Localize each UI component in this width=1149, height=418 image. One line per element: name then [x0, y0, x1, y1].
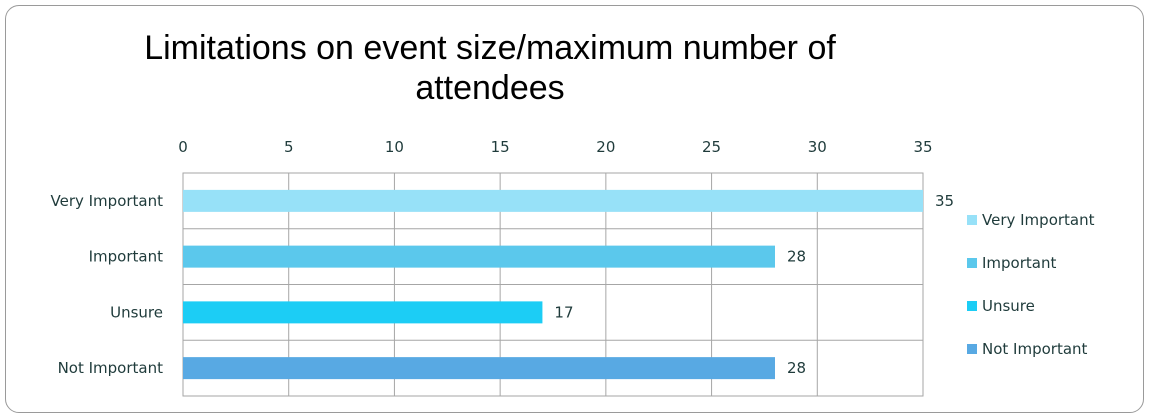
x-tick-label: 25 — [702, 138, 721, 156]
legend-label: Unsure — [982, 296, 1035, 315]
bar — [183, 189, 923, 212]
category-label: Important — [89, 248, 163, 266]
category-label: Unsure — [110, 303, 163, 321]
category-label: Not Important — [58, 359, 164, 377]
data-label: 35 — [935, 192, 954, 210]
data-label: 17 — [554, 303, 573, 321]
chart-title: Limitations on event size/maximum number… — [144, 29, 836, 107]
legend-swatch — [967, 300, 977, 311]
bar — [183, 245, 775, 268]
x-tick-label: 15 — [491, 138, 510, 156]
legend-item: Unsure — [967, 284, 1095, 327]
x-tick-label: 0 — [178, 138, 188, 156]
bar — [183, 301, 543, 324]
bar — [183, 357, 775, 380]
legend-item: Important — [967, 241, 1095, 284]
x-tick-label: 30 — [808, 138, 827, 156]
x-tick-label: 35 — [913, 138, 932, 156]
legend-swatch — [967, 214, 977, 225]
legend-swatch — [967, 257, 977, 268]
category-label: Very Important — [51, 192, 164, 210]
data-label: 28 — [787, 248, 806, 266]
legend-item: Very Important — [967, 198, 1095, 241]
legend-swatch — [967, 343, 977, 354]
x-tick-label: 20 — [596, 138, 615, 156]
x-tick-label: 10 — [385, 138, 404, 156]
data-label: 28 — [787, 359, 806, 377]
legend-item: Not Important — [967, 327, 1095, 370]
x-tick-label: 5 — [284, 138, 294, 156]
legend-label: Not Important — [982, 339, 1088, 358]
chart-legend: Very Important Important Unsure Not Importa… — [967, 198, 1095, 370]
legend-label: Very Important — [982, 210, 1095, 229]
legend-label: Important — [982, 253, 1057, 272]
